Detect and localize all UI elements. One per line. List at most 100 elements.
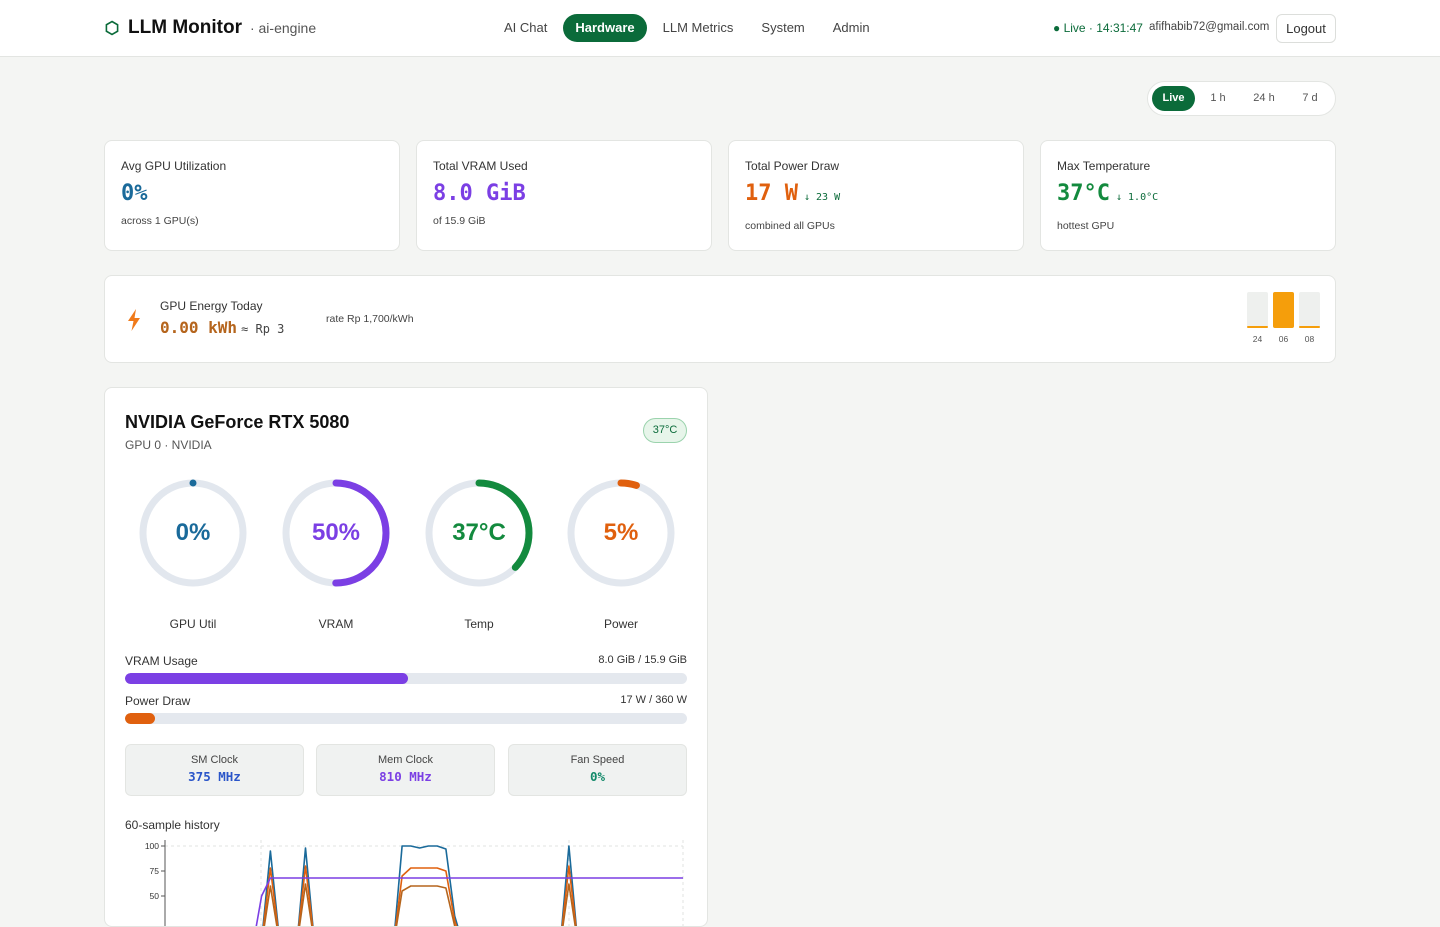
vram-usage-fill [125,673,408,684]
mem-clock-label: Mem Clock [377,754,433,766]
vram-usage-label: VRAM Usage [125,654,198,668]
gauge-arc [139,479,247,587]
energy-value: 0.00 kWh ≈ Rp 3 [160,318,285,337]
y-tick-label: 100 [145,841,159,851]
energy-label: GPU Energy Today [160,299,263,313]
stat-card-vram: Total VRAM Used 8.0 GiB of 15.9 GiB [416,140,712,251]
tab-ai-chat[interactable]: AI Chat [504,20,548,35]
live-status: ● Live · 14:31:47 [1053,21,1143,35]
mem-clock-value: 810 MHz [379,769,432,784]
stat-delta: ↓ 1.0°C [1115,192,1159,203]
stat-value: 0% [121,181,148,206]
gpu-name: NVIDIA GeForce RTX 5080 [125,412,350,432]
gauge-ring [282,479,390,587]
stat-label: Total Power Draw [745,159,840,173]
stat-sub: of 15.9 GiB [433,215,486,227]
fan-speed-label: Fan Speed [570,754,625,766]
fan-speed-value: 0% [589,769,606,784]
gauge-value: 50% [311,519,361,546]
tab-admin[interactable]: Admin [832,20,870,35]
range-7d[interactable]: 7 d [1302,92,1318,104]
stat-delta: ↓ 23 W [803,192,841,203]
top-header: LLM Monitor · ai-engine AI Chat Hardware… [0,0,1440,57]
fan-speed-box: Fan Speed 0% [508,744,687,796]
time-range-selector: Live 1 h 24 h 7 d [1147,81,1336,116]
vram-usage-bar [125,673,687,684]
vram-usage-value: 8.0 GiB / 15.9 GiB [598,654,687,666]
range-live[interactable]: Live [1152,86,1195,111]
gpu-subtitle: GPU 0 · NVIDIA [125,438,212,452]
y-tick-label: 75 [150,866,160,876]
gauge-temp: 37°C [423,477,535,589]
energy-bar [1299,326,1320,328]
stat-sub: combined all GPUs [745,220,835,232]
stat-label: Avg GPU Utilization [121,159,227,173]
hexagon-logo-icon [105,20,119,36]
energy-bar-bg [1247,292,1268,328]
energy-bar-hour: 08 [1304,334,1315,344]
gauge-label: VRAM [318,617,354,631]
logout-button[interactable]: Logout [1276,14,1336,43]
energy-bar-hour: 06 [1278,334,1289,344]
range-24h[interactable]: 24 h [1253,92,1275,104]
stat-card-temperature: Max Temperature 37°C ↓ 1.0°C hottest GPU [1040,140,1336,251]
gauge-ring [425,479,533,587]
tab-system[interactable]: System [761,20,805,35]
range-1h[interactable]: 1 h [1210,92,1226,104]
gauge-ring [139,479,247,587]
history-chart: 100 75 50 [145,840,684,926]
stat-value: 8.0 GiB [433,181,526,206]
gauge-value: 0% [175,519,211,546]
gauge-arc [567,479,675,587]
power-draw-bar [125,713,687,724]
gauge-arc [425,479,533,587]
power-draw-value: 17 W / 360 W [620,694,687,706]
history-label: 60-sample history [125,818,220,832]
gauge-label: Temp [464,617,494,631]
brand[interactable]: LLM Monitor · ai-engine [104,17,316,39]
main-nav: AI Chat Hardware LLM Metrics System Admi… [492,14,882,42]
energy-bar-hour: 24 [1252,334,1263,344]
sm-clock-box: SM Clock 375 MHz [125,744,304,796]
brand-title: LLM Monitor [128,17,242,38]
stat-card-gpu-util: Avg GPU Utilization 0% across 1 GPU(s) [104,140,400,251]
user-email: afifhabib72@gmail.com [1149,21,1270,33]
series-line [255,877,683,926]
stat-sub: hottest GPU [1057,220,1115,232]
stat-value: 37°C ↓ 1.0°C [1057,181,1159,206]
gauge-ring [567,479,675,587]
gauge-label: Power [603,617,638,631]
energy-card: GPU Energy Today 0.00 kWh ≈ Rp 3 rate Rp … [104,275,1336,363]
brand-subtitle: · ai-engine [249,20,317,36]
stat-sub: across 1 GPU(s) [121,215,199,227]
lightning-icon [128,309,140,331]
gauge-arc [282,479,390,587]
gauge-label: GPU Util [169,617,217,631]
energy-bar [1273,292,1294,328]
temperature-badge: 37°C [643,418,687,443]
mem-clock-box: Mem Clock 810 MHz [316,744,495,796]
sm-clock-value: 375 MHz [188,769,241,784]
energy-cost: ≈ Rp 3 [241,322,285,336]
gauge-power: 5% [565,477,677,589]
gauge-value: 5% [603,519,639,546]
energy-bar-bg [1299,292,1320,328]
stat-label: Max Temperature [1057,159,1151,173]
power-draw-label: Power Draw [125,694,191,708]
stat-label: Total VRAM Used [433,159,528,173]
power-draw-fill [125,713,155,724]
gpu-card: NVIDIA GeForce RTX 5080 GPU 0 · NVIDIA 3… [104,387,708,927]
tab-llm-metrics[interactable]: LLM Metrics [662,20,734,35]
y-tick-label: 50 [150,891,160,901]
energy-rate: rate Rp 1,700/kWh [326,313,414,325]
gauge-gpu-util: 0% [137,477,249,589]
sm-clock-label: SM Clock [190,754,239,766]
energy-bar [1247,326,1268,328]
series-line [262,865,577,926]
stat-value: 17 W ↓ 23 W [745,181,841,206]
stat-card-power: Total Power Draw 17 W ↓ 23 W combined all… [728,140,1024,251]
gauge-vram: 50% [280,477,392,589]
gauge-value: 37°C [452,519,506,546]
series-line [263,883,577,926]
tab-hardware[interactable]: Hardware [563,14,647,42]
